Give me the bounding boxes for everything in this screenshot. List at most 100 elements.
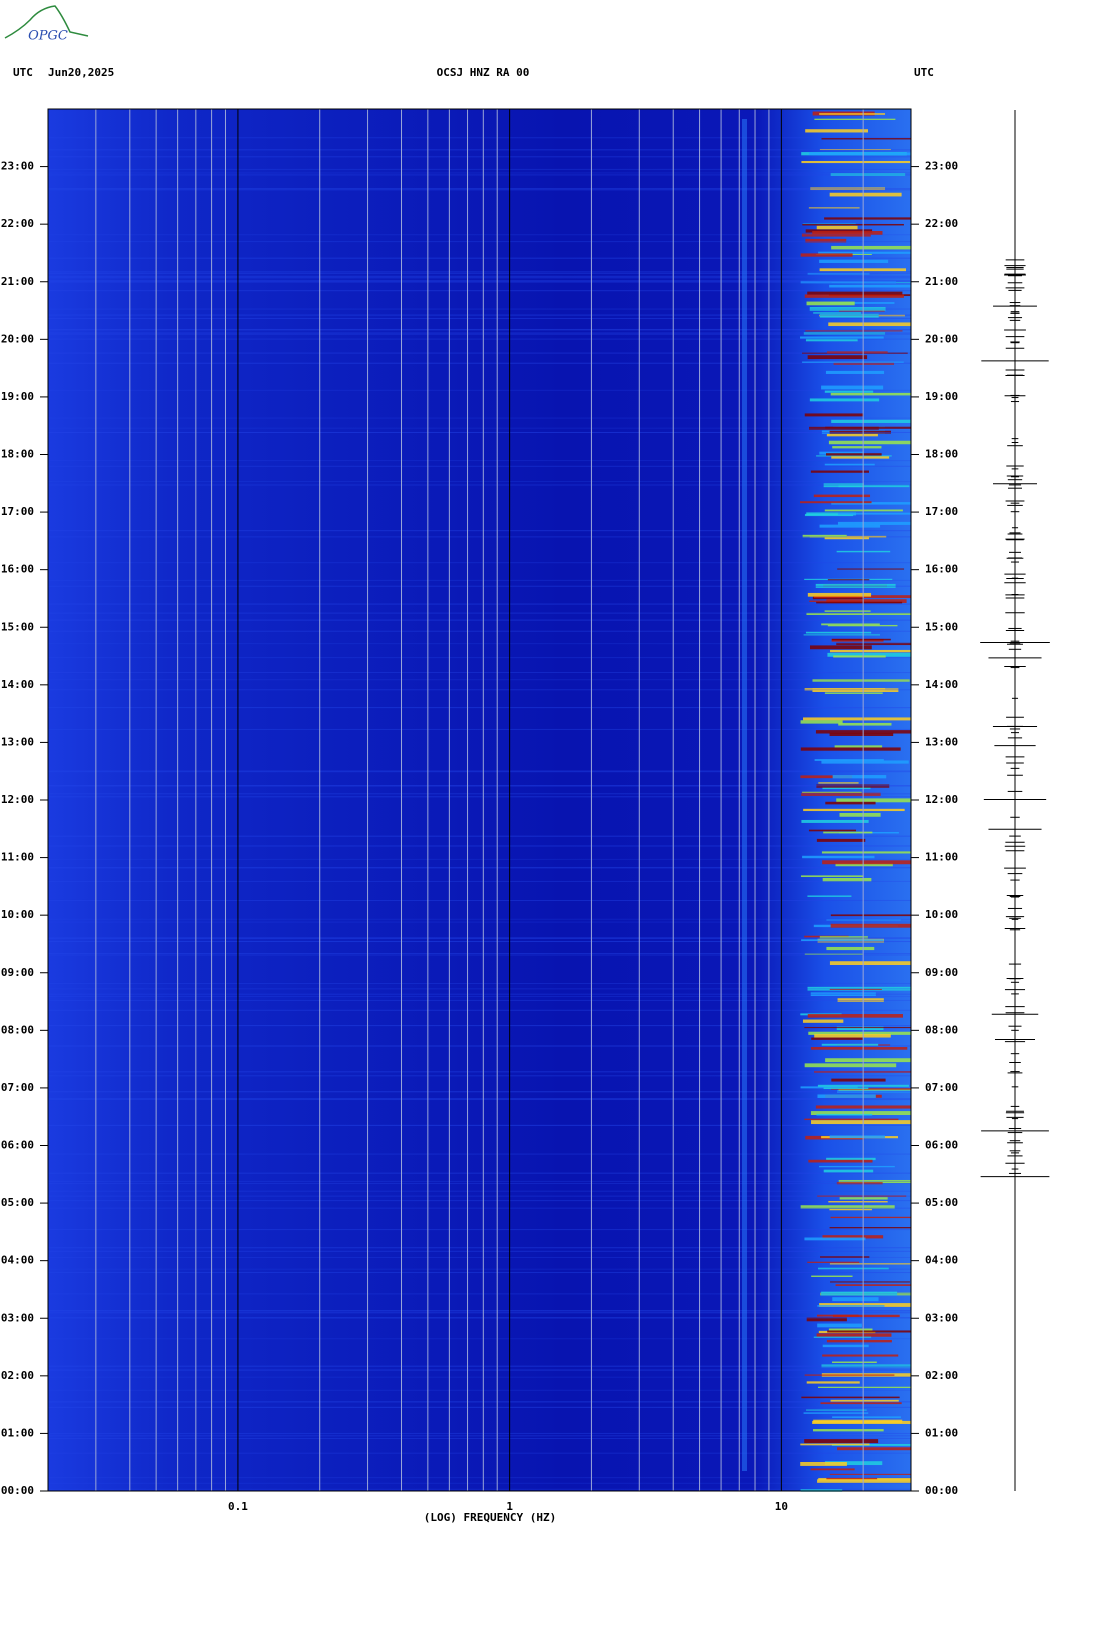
texture bbox=[809, 535, 887, 538]
texture bbox=[48, 1406, 911, 1408]
y-tick-label: 06:00 bbox=[1, 1139, 34, 1152]
texture bbox=[48, 1317, 911, 1319]
texture bbox=[48, 1172, 911, 1174]
texture bbox=[828, 1201, 888, 1203]
texture bbox=[816, 784, 890, 788]
texture bbox=[812, 688, 899, 692]
texture bbox=[826, 1339, 892, 1343]
y-tick-label: 14:00 bbox=[1, 678, 34, 691]
texture bbox=[48, 1389, 911, 1391]
texture bbox=[48, 1247, 911, 1249]
texture bbox=[804, 1063, 897, 1068]
texture bbox=[814, 1034, 891, 1038]
y-tick-label: 16:00 bbox=[1, 563, 34, 576]
y-tick-label: 13:00 bbox=[1, 735, 34, 748]
texture bbox=[813, 1419, 903, 1423]
texture bbox=[835, 1284, 911, 1286]
texture bbox=[801, 819, 869, 823]
texture bbox=[48, 1338, 911, 1340]
texture bbox=[816, 1113, 873, 1116]
texture bbox=[806, 1317, 847, 1322]
texture bbox=[48, 1310, 911, 1312]
x-axis-title: (LOG) FREQUENCY (HZ) bbox=[424, 1511, 556, 1524]
x-tick-label: 1 bbox=[506, 1500, 513, 1513]
texture bbox=[48, 168, 911, 170]
texture bbox=[838, 484, 910, 488]
texture bbox=[836, 642, 911, 646]
chart-title: OCSJ HNZ RA 00 bbox=[437, 66, 530, 79]
texture bbox=[804, 1374, 895, 1376]
texture bbox=[829, 732, 894, 736]
texture bbox=[822, 860, 911, 865]
texture bbox=[48, 785, 911, 787]
texture bbox=[48, 317, 911, 319]
texture bbox=[48, 272, 911, 274]
texture bbox=[830, 1399, 899, 1402]
texture bbox=[48, 1124, 911, 1126]
texture bbox=[813, 312, 862, 314]
texture bbox=[817, 1195, 907, 1197]
texture bbox=[48, 785, 911, 787]
texture bbox=[830, 173, 906, 176]
texture bbox=[48, 271, 911, 273]
y-tick-label: 21:00 bbox=[925, 275, 958, 288]
texture bbox=[800, 875, 864, 878]
texture bbox=[800, 1205, 895, 1209]
texture bbox=[838, 310, 885, 312]
texture bbox=[48, 149, 911, 151]
texture bbox=[816, 455, 892, 457]
y-tick-label: 04:00 bbox=[1, 1254, 34, 1267]
texture bbox=[48, 867, 911, 869]
texture bbox=[48, 1437, 911, 1439]
texture bbox=[48, 280, 911, 282]
texture bbox=[48, 1365, 911, 1367]
date: Jun20,2025 bbox=[48, 66, 114, 79]
texture bbox=[48, 352, 911, 354]
texture bbox=[824, 692, 883, 694]
y-tick-label: 12:00 bbox=[925, 793, 958, 806]
texture bbox=[829, 192, 902, 197]
y-tick-label: 03:00 bbox=[925, 1311, 958, 1324]
texture bbox=[808, 829, 857, 832]
texture bbox=[825, 370, 885, 374]
texture bbox=[48, 1488, 911, 1490]
texture bbox=[811, 1037, 864, 1040]
texture bbox=[48, 937, 911, 939]
texture bbox=[48, 1272, 911, 1274]
texture bbox=[801, 939, 884, 942]
texture bbox=[800, 720, 843, 724]
texture bbox=[821, 760, 909, 764]
texture bbox=[48, 953, 911, 955]
y-tick-label: 00:00 bbox=[1, 1484, 34, 1497]
texture bbox=[48, 921, 911, 923]
texture bbox=[810, 1047, 908, 1050]
y-tick-label: 05:00 bbox=[1, 1196, 34, 1209]
texture bbox=[807, 986, 911, 991]
texture bbox=[800, 336, 884, 339]
texture bbox=[48, 672, 911, 674]
texture bbox=[48, 1401, 911, 1403]
texture bbox=[804, 294, 904, 298]
texture bbox=[48, 1256, 911, 1258]
texture bbox=[48, 1376, 911, 1378]
texture bbox=[824, 1461, 883, 1466]
texture bbox=[824, 217, 911, 220]
texture bbox=[806, 301, 855, 306]
texture bbox=[830, 1281, 910, 1283]
texture bbox=[819, 259, 889, 263]
texture bbox=[48, 460, 911, 462]
y-tick-label: 11:00 bbox=[925, 851, 958, 864]
texture bbox=[48, 1180, 911, 1182]
texture bbox=[48, 585, 911, 587]
texture bbox=[48, 1482, 911, 1484]
texture bbox=[800, 1443, 870, 1446]
texture bbox=[48, 1207, 911, 1209]
texture bbox=[836, 1026, 884, 1031]
y-tick-label: 23:00 bbox=[925, 160, 958, 173]
texture bbox=[819, 113, 886, 115]
texture bbox=[48, 328, 911, 330]
texture bbox=[48, 1099, 911, 1101]
texture bbox=[48, 657, 911, 659]
texture bbox=[819, 451, 864, 455]
texture bbox=[48, 172, 911, 174]
